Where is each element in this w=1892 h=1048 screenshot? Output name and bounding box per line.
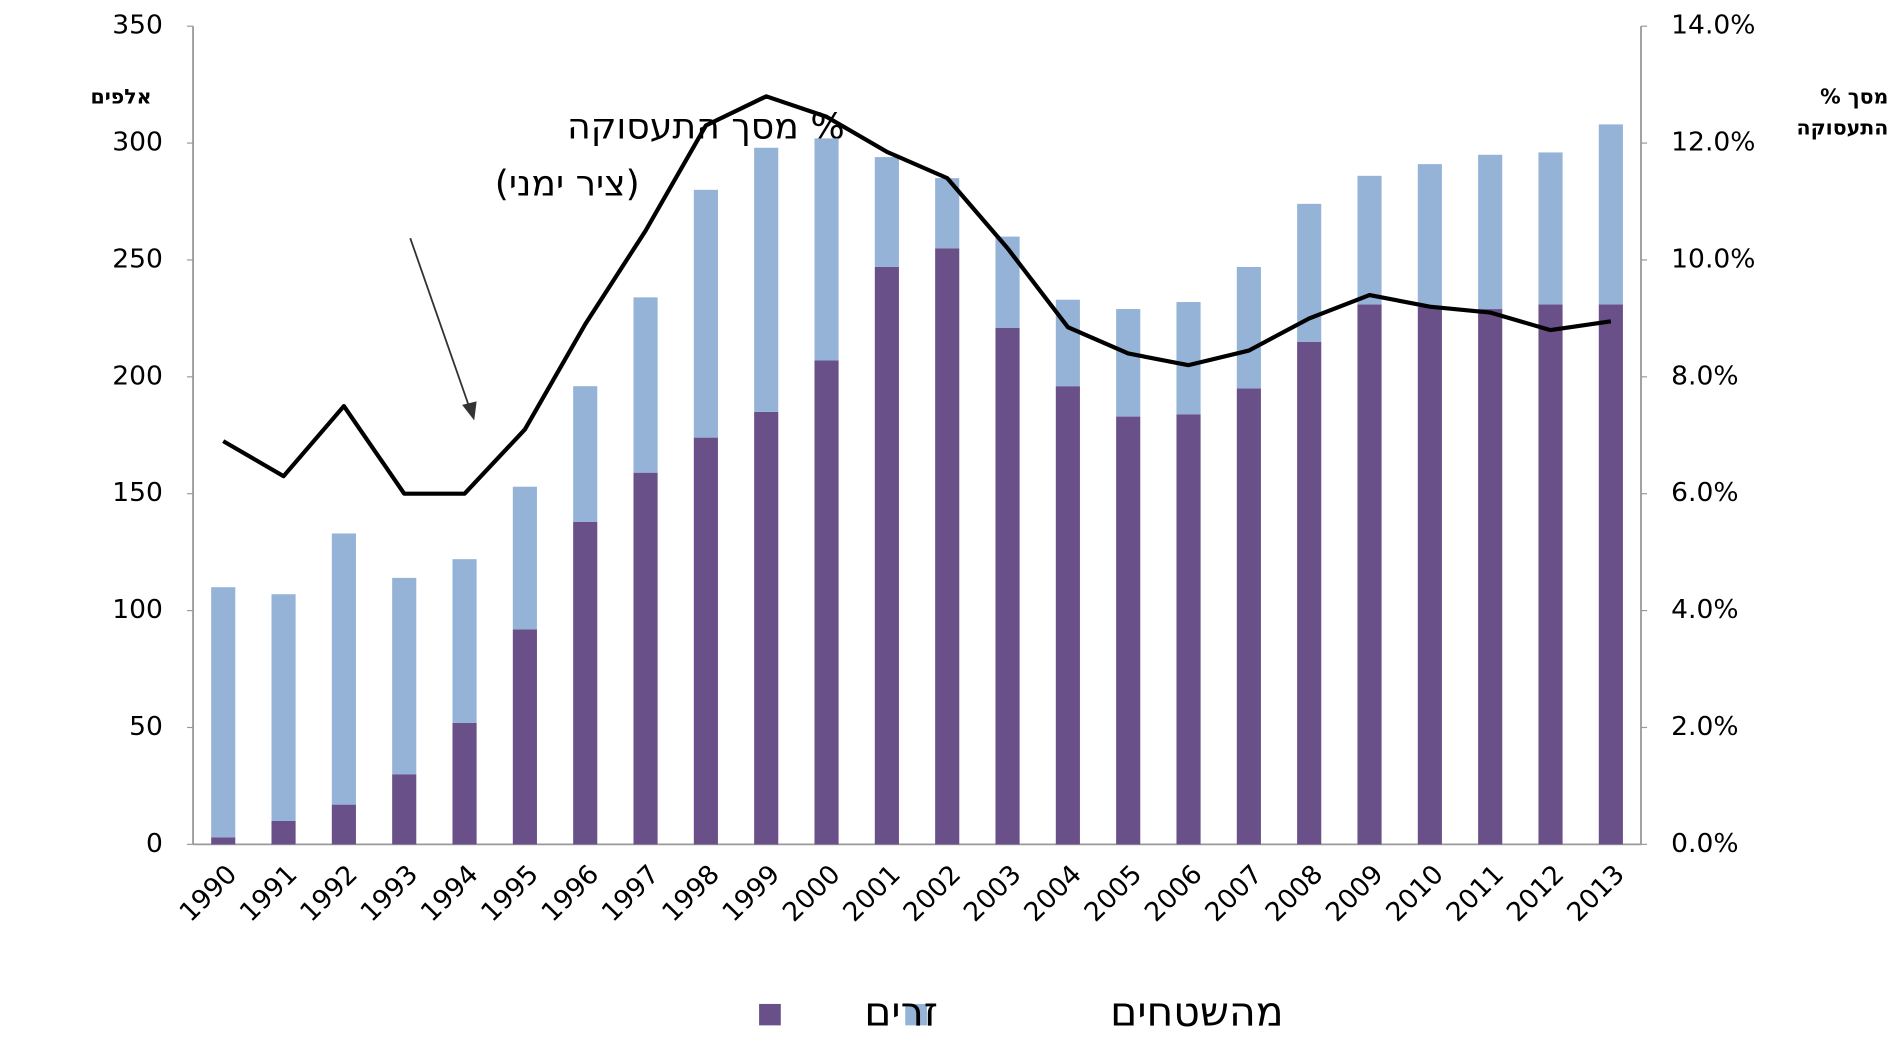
bar-segment [633, 297, 658, 473]
y-tick-label: 100 [112, 595, 163, 625]
y2-tick-label: 0.0% [1671, 829, 1738, 859]
x-tick-label: 2001 [838, 860, 907, 928]
x-tick-label: 1990 [174, 860, 243, 928]
bar-segment [211, 837, 236, 845]
bar-segment [1176, 414, 1201, 845]
x-tick-label: 2006 [1139, 860, 1208, 928]
annotation: (ציר ימני) [495, 164, 640, 205]
bar-segment [331, 533, 356, 805]
bar-segment [512, 486, 537, 630]
x-tick-label: 1998 [657, 860, 726, 928]
x-tick-label: 2008 [1260, 860, 1329, 928]
y2-tick-label: 8.0% [1671, 361, 1738, 391]
bar-segment [754, 147, 779, 412]
bar-segment [211, 587, 236, 838]
bar-segment [1478, 154, 1503, 310]
y-axis-label: אלפים [90, 85, 151, 109]
bar-segment [1538, 152, 1563, 305]
bar-segment [1236, 266, 1261, 389]
legend-swatch [759, 1003, 781, 1026]
x-tick-label: 1996 [536, 860, 605, 928]
y2-tick-label: 2.0% [1671, 712, 1738, 742]
x-tick-label: 2013 [1562, 860, 1631, 928]
y-tick-label: 150 [112, 478, 163, 508]
bar-segment [1297, 341, 1322, 845]
bar-segment [754, 411, 779, 845]
y2-tick-label: 4.0% [1671, 595, 1738, 625]
annotation-arrowhead [462, 401, 477, 421]
y-tick-label: 50 [129, 712, 163, 742]
x-tick-label: 1991 [234, 860, 303, 928]
bar-segment [452, 559, 477, 723]
bar-segment [512, 629, 537, 845]
bar-segment [693, 437, 718, 845]
bar-segment [693, 189, 718, 438]
bar-segment [392, 774, 417, 845]
x-tick-label: 2003 [958, 860, 1027, 928]
bar-segment [1176, 302, 1201, 415]
bar-segment [573, 521, 598, 845]
x-tick-label: 1994 [415, 860, 484, 928]
bar-segment [271, 820, 296, 845]
x-tick-label: 2004 [1019, 860, 1088, 928]
bar-segment [874, 266, 899, 845]
bar-segment [874, 157, 899, 267]
legend-label: מהשטחים [1110, 988, 1284, 1036]
bar-segment [814, 360, 839, 845]
bar-segment [1538, 304, 1563, 845]
y2-tick-label: 6.0% [1671, 478, 1738, 508]
y-tick-label: 350 [112, 11, 163, 41]
y-tick-label: 200 [112, 361, 163, 391]
y-tick-label: 250 [112, 245, 163, 275]
legend-swatch [905, 1003, 927, 1026]
bar-segment [1417, 306, 1442, 845]
bar-segment [814, 138, 839, 361]
x-tick-label: 2012 [1501, 860, 1570, 928]
bar-segment [1055, 386, 1080, 845]
x-tick-label: 2002 [898, 860, 967, 928]
y2-axis-label: התעסוקה [1797, 116, 1889, 140]
x-tick-label: 1992 [295, 860, 364, 928]
y-tick-label: 0 [146, 829, 163, 859]
y2-tick-label: 12.0% [1671, 128, 1755, 158]
x-tick-label: 2011 [1441, 860, 1510, 928]
bar-segment [995, 327, 1020, 845]
x-tick-label: 1999 [717, 860, 786, 928]
annotation-arrow [409, 237, 472, 412]
x-tick-label: 2000 [777, 860, 846, 928]
bar-segment [1478, 309, 1503, 845]
bar-segment [935, 248, 960, 845]
x-tick-label: 2005 [1079, 860, 1148, 928]
bar-segment [331, 804, 356, 845]
bar-segment [1598, 124, 1623, 305]
x-tick-label: 2010 [1381, 860, 1450, 928]
bar-segment [452, 722, 477, 845]
bar-segment [1116, 309, 1141, 417]
bar-segment [995, 236, 1020, 328]
y2-tick-label: 10.0% [1671, 245, 1755, 275]
bar-segment [573, 386, 598, 522]
x-tick-label: 2007 [1200, 860, 1269, 928]
x-tick-label: 1995 [476, 860, 545, 928]
y2-axis-label: % מסך [1820, 85, 1888, 109]
line [222, 94, 1612, 496]
x-tick-label: 2009 [1320, 860, 1389, 928]
bar-segment [1357, 304, 1382, 845]
x-tick-label: 1997 [596, 860, 665, 928]
bar-segment [1417, 164, 1442, 307]
bar-segment [1598, 304, 1623, 845]
x-tick-label: 1993 [355, 860, 424, 928]
bar-segment [1116, 416, 1141, 845]
bar-segment [1357, 175, 1382, 305]
legend-label: זרים [864, 988, 938, 1036]
bar-segment [271, 594, 296, 821]
bar-segment [392, 577, 417, 775]
bar-segment [633, 472, 658, 845]
bar-segment [1236, 388, 1261, 845]
y-tick-label: 300 [112, 128, 163, 158]
y2-tick-label: 14.0% [1671, 11, 1755, 41]
